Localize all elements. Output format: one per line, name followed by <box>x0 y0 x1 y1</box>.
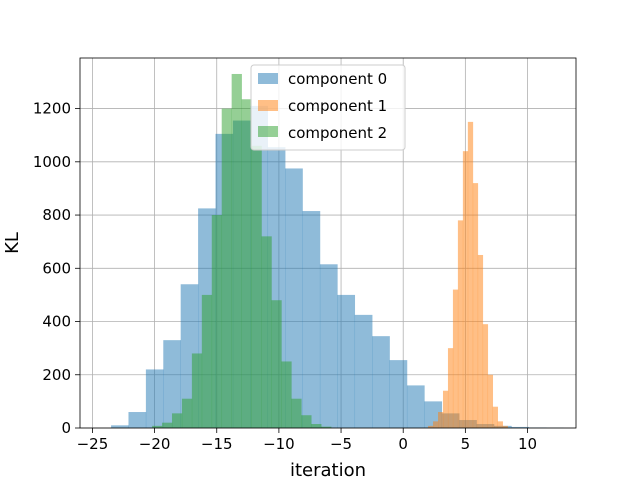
histogram-bar <box>472 183 479 428</box>
histogram-bar <box>251 145 262 428</box>
histogram-bar <box>201 294 213 428</box>
histogram-bar <box>211 215 223 428</box>
legend-label-component-2: component 2 <box>288 124 387 142</box>
histogram-bar <box>492 406 498 428</box>
legend-label-component-1: component 1 <box>288 97 387 115</box>
histogram-bar <box>128 412 147 428</box>
histogram-bar <box>428 425 434 428</box>
histogram-bar <box>502 425 508 428</box>
histogram-bar <box>191 353 203 428</box>
x-tick-label: −25 <box>77 435 109 453</box>
histogram-bar <box>497 421 503 428</box>
x-tick-label: −15 <box>201 435 233 453</box>
x-tick-label: −5 <box>330 435 352 453</box>
histogram-bar <box>163 340 181 428</box>
histogram-bar <box>447 348 454 428</box>
histogram-bar <box>406 385 425 428</box>
histogram-bar <box>221 108 232 429</box>
series-component-2 <box>152 73 332 429</box>
histogram-bar <box>477 254 484 428</box>
histogram-bar <box>311 424 322 428</box>
y-tick-label: 600 <box>42 259 71 277</box>
histogram-bar <box>442 390 449 428</box>
histogram-bar <box>111 425 129 428</box>
histogram-bar <box>319 264 338 428</box>
legend-box <box>250 64 406 151</box>
y-tick-label: 800 <box>42 206 71 224</box>
histogram-bar <box>389 360 408 428</box>
y-tick-label: 1200 <box>33 100 71 118</box>
histogram-bar <box>301 415 312 428</box>
histogram-bar <box>302 211 321 428</box>
histogram-bar <box>482 324 489 428</box>
histogram-bar <box>354 314 373 428</box>
histogram-bar <box>171 413 183 428</box>
histogram-bar <box>321 426 332 428</box>
x-tick-label: 10 <box>518 435 537 453</box>
y-tick-label: 1000 <box>33 153 71 171</box>
histogram-bar <box>291 398 302 428</box>
y-tick-label: 400 <box>42 313 71 331</box>
histogram-bar <box>511 426 530 428</box>
histogram-bar <box>487 374 494 428</box>
x-tick-label: 0 <box>398 435 408 453</box>
histogram-bar <box>372 336 390 428</box>
y-tick-label: 0 <box>61 419 71 437</box>
legend-swatch-component-2 <box>258 126 278 137</box>
x-tick-label: −20 <box>139 435 171 453</box>
plot-frame <box>79 57 577 429</box>
histogram-bar <box>452 289 459 428</box>
x-axis-label: iteration <box>290 460 366 480</box>
legend-label-component-0: component 0 <box>288 70 387 88</box>
histogram-bar <box>145 369 164 428</box>
histogram-bar <box>261 236 272 428</box>
histogram-bar <box>457 220 464 428</box>
histogram-bar <box>433 421 439 428</box>
legend-swatch-component-1 <box>258 100 278 111</box>
histogram-bar <box>231 73 242 428</box>
x-tick-label: −10 <box>263 435 295 453</box>
histogram-bar <box>241 99 252 428</box>
histogram-bar <box>271 300 282 428</box>
histogram-bar <box>462 151 469 428</box>
histogram-bars <box>111 73 564 429</box>
y-axis-label: KL <box>2 232 23 254</box>
x-tick-label: 5 <box>461 435 471 453</box>
legend: component 0 component 1 component 2 <box>250 64 406 151</box>
histogram-bar <box>281 361 292 428</box>
histogram-bar <box>152 425 163 428</box>
histogram-bar <box>181 398 193 428</box>
y-tick-label: 200 <box>42 366 71 384</box>
series-component-1 <box>428 121 508 429</box>
histogram-bar <box>438 412 444 428</box>
histogram-bar <box>162 422 173 428</box>
legend-swatch-component-0 <box>258 73 278 84</box>
axis-ticks: −25 −20 −15 −10 −5 0 5 10 0 200 400 600 800 1000 1200 <box>33 100 537 453</box>
histogram-bar <box>337 294 356 428</box>
histogram-bar <box>467 121 474 429</box>
